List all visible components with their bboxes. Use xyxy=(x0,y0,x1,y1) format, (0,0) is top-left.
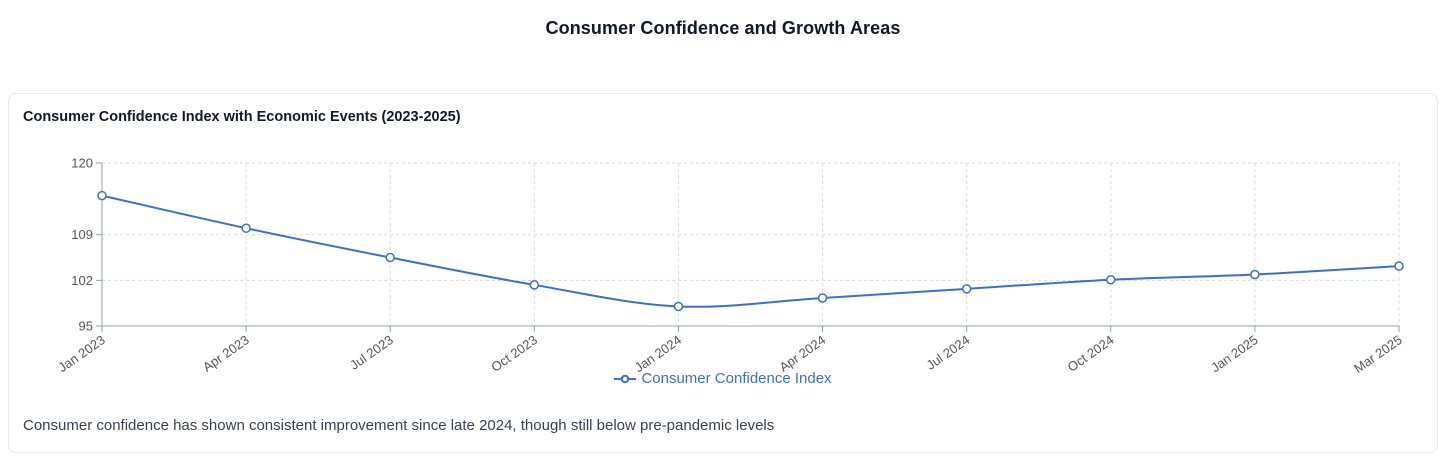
y-tick-label: 109 xyxy=(71,227,93,242)
chart-card: Consumer Confidence Index with Economic … xyxy=(8,93,1438,453)
series-line-consumer-confidence-index xyxy=(101,194,1400,308)
x-tick-label: Jan 2024 xyxy=(632,332,684,375)
cci-line-chart: 95 102 109 120 Jan 2023 Apr 2023 Jul 2023 Oct 2… xyxy=(55,156,1404,376)
data-point[interactable] xyxy=(673,301,684,312)
data-point[interactable] xyxy=(97,190,107,201)
data-point[interactable] xyxy=(529,280,540,290)
legend-label: Consumer Confidence Index xyxy=(641,370,832,387)
y-tick-label: 120 xyxy=(71,156,93,171)
chart-caption: Consumer confidence has shown consistent… xyxy=(23,417,775,434)
data-point[interactable] xyxy=(1250,269,1260,280)
data-point[interactable] xyxy=(961,284,972,294)
chart-legend: Consumer Confidence Index xyxy=(23,370,1423,387)
page-title: Consumer Confidence and Growth Areas xyxy=(545,18,901,38)
x-tick-label: Oct 2023 xyxy=(488,332,540,375)
x-tick-label: Apr 2024 xyxy=(776,332,828,375)
chart-subtitle: Consumer Confidence Index with Economic … xyxy=(23,109,461,125)
data-point[interactable] xyxy=(817,293,828,303)
x-tick-label: Jul 2024 xyxy=(924,332,973,372)
y-tick-label: 95 xyxy=(79,319,93,334)
x-tick-label: Apr 2023 xyxy=(200,332,252,375)
data-point[interactable] xyxy=(385,252,395,263)
chart-area: 95 102 109 120 Jan 2023 Apr 2023 Jul 2023 Oct 2… xyxy=(23,130,1423,398)
data-point[interactable] xyxy=(1106,274,1116,285)
y-tick-label: 102 xyxy=(71,273,93,288)
data-point[interactable] xyxy=(1394,261,1404,271)
legend-item-consumer-confidence-index[interactable]: Consumer Confidence Index xyxy=(614,370,832,387)
x-tick-label: Jan 2023 xyxy=(55,332,107,375)
x-tick-label: Jul 2023 xyxy=(347,332,396,372)
x-tick-label: Jan 2025 xyxy=(1208,332,1260,375)
data-point[interactable] xyxy=(241,223,251,233)
line-with-circle-marker-icon xyxy=(614,374,637,383)
x-tick-label: Oct 2024 xyxy=(1065,332,1117,375)
